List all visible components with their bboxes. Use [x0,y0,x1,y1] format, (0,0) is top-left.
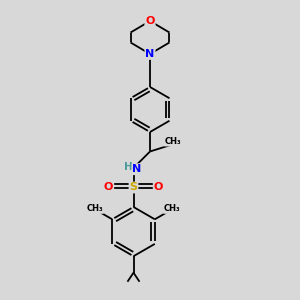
Text: CH₃: CH₃ [87,204,103,213]
Text: H: H [124,162,133,172]
Text: N: N [133,164,142,174]
Text: N: N [146,49,154,59]
Text: O: O [154,182,163,193]
Text: CH₃: CH₃ [164,204,180,213]
Text: O: O [145,16,155,26]
Text: O: O [104,182,113,193]
Text: S: S [130,182,137,193]
Text: CH₃: CH₃ [164,137,181,146]
